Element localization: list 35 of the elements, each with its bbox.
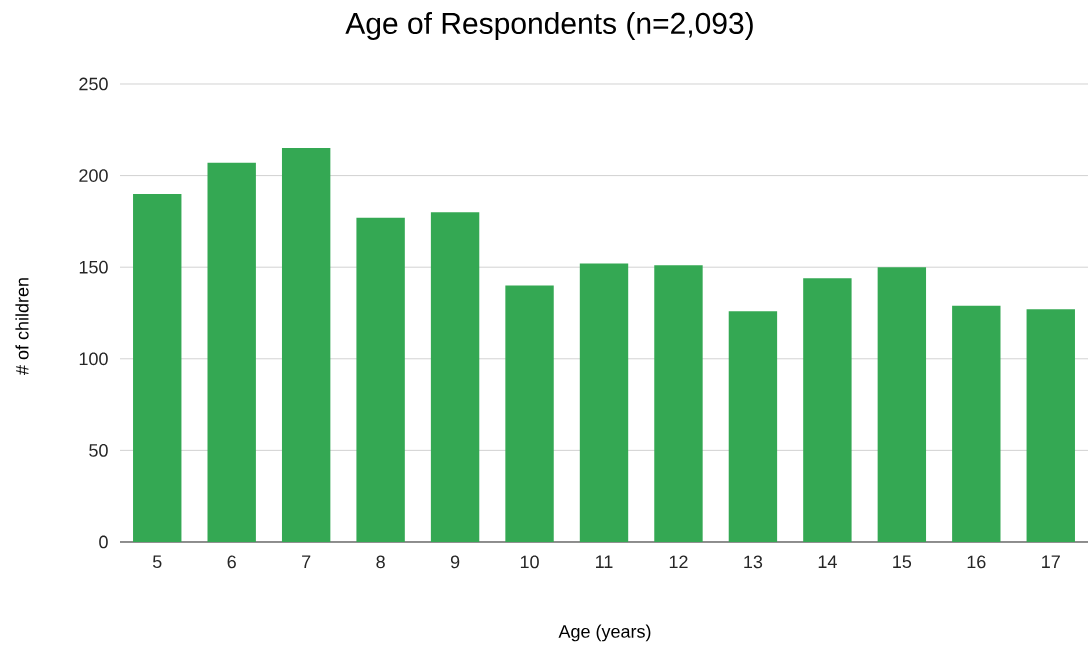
bar — [207, 162, 256, 542]
bar — [281, 148, 331, 542]
bar — [803, 278, 852, 542]
bar — [505, 285, 554, 542]
y-tick-label: 0 — [99, 535, 108, 549]
bar — [654, 265, 703, 542]
bar — [728, 311, 778, 542]
x-tick-label: 6 — [227, 555, 236, 569]
bar — [952, 305, 1001, 542]
bar — [1026, 309, 1075, 542]
y-tick-label: 50 — [89, 444, 108, 457]
x-tick-label: 13 — [744, 555, 763, 569]
x-tick-label: 15 — [893, 555, 912, 569]
x-tick-label: 7 — [302, 555, 311, 568]
x-tick-label: 17 — [1042, 555, 1060, 568]
x-tick-label: 10 — [520, 555, 539, 569]
x-tick-label: 16 — [967, 555, 986, 569]
y-tick-label: 250 — [79, 77, 108, 91]
x-tick-label: 9 — [450, 555, 460, 569]
y-axis-title: # of children — [15, 278, 29, 375]
x-tick-label: 8 — [376, 555, 385, 569]
bar — [579, 263, 629, 542]
y-tick-label: 200 — [79, 169, 108, 182]
bar — [133, 193, 182, 542]
y-tick-label: 100 — [79, 352, 108, 366]
bar — [877, 267, 927, 542]
x-tick-label: 5 — [152, 555, 162, 569]
chart-title: Age of Respondents (n=2,093) — [345, 12, 753, 40]
x-tick-label: 14 — [818, 555, 837, 568]
bar — [430, 212, 480, 542]
x-tick-label: 12 — [669, 555, 688, 569]
y-tick-label: 150 — [79, 260, 108, 274]
x-tick-label: 11 — [596, 555, 613, 568]
bar — [356, 217, 405, 542]
x-axis-title: Age (years) — [558, 624, 651, 642]
